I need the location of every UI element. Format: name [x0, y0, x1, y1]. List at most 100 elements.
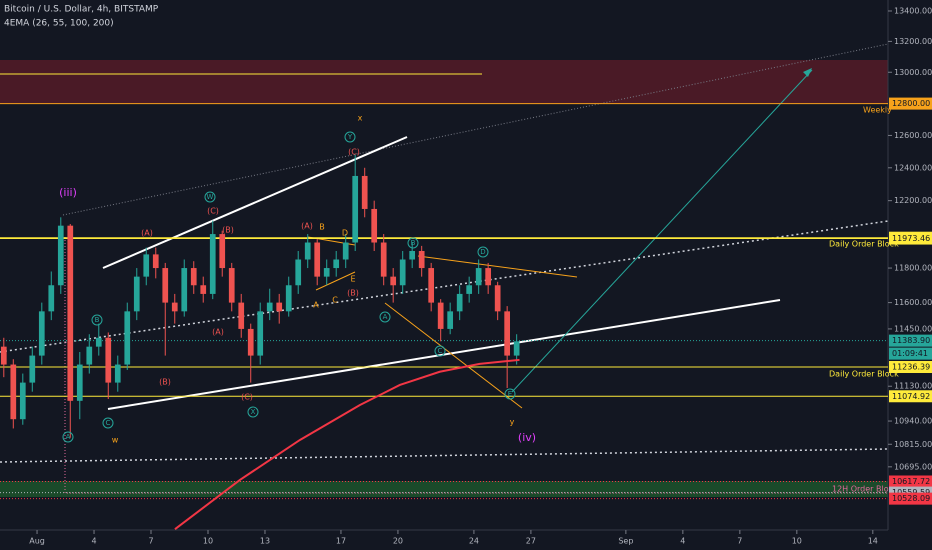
- x-tick-label: Aug: [29, 537, 45, 546]
- wave-label: x: [358, 114, 363, 123]
- y-tick-label: 10940.00: [894, 417, 932, 426]
- candle-body: [76, 364, 83, 401]
- y-tick-label: 13000.00: [894, 68, 932, 77]
- candle-body: [437, 302, 444, 329]
- level-label: Daily Order Block: [829, 240, 899, 249]
- candle-body: [285, 285, 292, 312]
- price-label: 11383.90: [892, 336, 930, 345]
- price-label-box: [889, 475, 932, 488]
- candle-body: [352, 175, 359, 243]
- indicator-legend: 4EMA (26, 55, 100, 200): [4, 19, 114, 29]
- candle-body: [228, 268, 235, 303]
- candle-body: [513, 341, 520, 356]
- price-label-box: [889, 390, 932, 403]
- wave-label: (B): [222, 226, 234, 235]
- candle-body: [494, 285, 501, 312]
- wave-label: W: [207, 193, 214, 201]
- wave-circle: [504, 388, 516, 400]
- x-tick-label: 27: [526, 537, 536, 546]
- wave-label: D: [342, 229, 348, 238]
- wave-label: (C): [207, 207, 219, 216]
- candle-body: [399, 259, 406, 286]
- wave-circle: [204, 191, 216, 203]
- x-tick-label: 13: [260, 537, 270, 546]
- y-tick-label: 11800.00: [894, 264, 932, 273]
- wave-circle: [102, 417, 114, 429]
- y-tick-label: 12200.00: [894, 196, 932, 205]
- x-tick-label: 10: [203, 537, 213, 546]
- price-label-box: [889, 97, 932, 110]
- wave-circle: [379, 311, 391, 323]
- price-label-box: [889, 492, 932, 505]
- candle-body: [238, 302, 245, 329]
- candle-body: [57, 225, 64, 286]
- candle-body: [0, 346, 7, 365]
- wave-circle: [407, 237, 419, 249]
- candle-body: [143, 254, 150, 277]
- price-label-box: [889, 360, 932, 373]
- candle-body: [171, 302, 178, 312]
- y-tick-label: 11450.00: [894, 324, 932, 333]
- x-tick-label: 10: [792, 537, 802, 546]
- wave-label: (C): [241, 393, 253, 402]
- wave-label: B: [95, 316, 100, 324]
- x-tick-label: 17: [336, 537, 346, 546]
- x-tick-label: 14: [868, 537, 878, 546]
- level-label: Daily Order Block: [829, 370, 899, 379]
- y-tick-label: 10815.00: [894, 440, 932, 449]
- candle-body: [418, 250, 425, 269]
- price-label: 12800.00: [892, 99, 930, 108]
- wave-label: C: [438, 347, 443, 355]
- countdown-box: [889, 347, 932, 360]
- y-tick-label: 11130.00: [894, 382, 932, 391]
- wave-label: (B): [347, 289, 359, 298]
- candle-body: [190, 268, 197, 286]
- candle-body: [10, 364, 17, 420]
- candle-body: [371, 208, 378, 243]
- candle-body: [95, 337, 102, 347]
- wave-label: (B): [159, 378, 171, 387]
- wave-circle: [91, 314, 103, 326]
- trend-line: [62, 43, 889, 216]
- candle-body: [504, 311, 511, 356]
- candle-body: [456, 293, 463, 312]
- candle-body: [114, 364, 121, 383]
- candle-body: [295, 259, 302, 286]
- level-label: Weekly: [863, 106, 892, 115]
- projection-arrow: [511, 69, 813, 393]
- x-tick-label: 7: [737, 537, 742, 546]
- candle-body: [247, 328, 254, 356]
- wave-label: E: [508, 390, 512, 398]
- level-label: 12H Order Block: [832, 485, 898, 494]
- price-label: 10559.59: [892, 488, 930, 497]
- trend-line: [0, 448, 889, 463]
- price-label-box: [889, 232, 932, 245]
- wave-label: (iv): [518, 431, 536, 444]
- channel-line: [102, 136, 408, 269]
- x-tick-label: Sep: [618, 537, 633, 546]
- candle-body: [409, 250, 416, 260]
- wave-label: A: [66, 433, 71, 441]
- wave-label: y: [510, 418, 515, 427]
- candle-body: [314, 242, 321, 277]
- wave-label: A: [313, 301, 319, 310]
- price-label: 11074.92: [892, 392, 930, 401]
- x-tick-label: 24: [469, 537, 479, 546]
- wave-label: C: [106, 419, 111, 427]
- candle-body: [447, 311, 454, 329]
- candle-body: [390, 276, 397, 286]
- candle-body: [333, 259, 340, 269]
- candle-body: [86, 346, 93, 365]
- wave-circle: [477, 246, 489, 258]
- wave-circle: [344, 131, 356, 143]
- price-label: 10617.72: [892, 477, 930, 486]
- candle-body: [266, 302, 273, 312]
- wave-circle: [62, 431, 74, 443]
- y-tick-label: 10695.00: [894, 462, 932, 471]
- candle-body: [219, 234, 226, 269]
- wave-label: (A): [301, 222, 313, 231]
- candle-body: [485, 268, 492, 286]
- y-tick-label: 12600.00: [894, 131, 932, 140]
- wave-line: [384, 302, 523, 409]
